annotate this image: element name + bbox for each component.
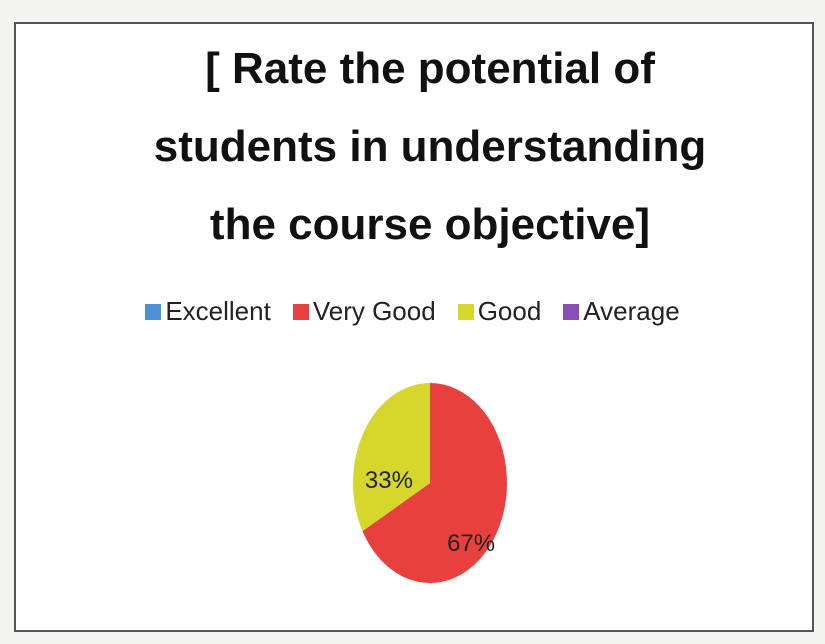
- legend-label: Good: [477, 296, 542, 326]
- pie-slice: [353, 383, 430, 532]
- legend-item: Average: [563, 296, 680, 327]
- legend-swatch: [457, 303, 474, 320]
- legend-swatch: [563, 303, 580, 320]
- legend: Excellent Very Good Good Average: [0, 296, 825, 327]
- data-label: 33%: [365, 467, 413, 494]
- legend-item: Very Good: [292, 296, 436, 327]
- legend-label: Very Good: [312, 296, 436, 326]
- legend-label: Excellent: [165, 296, 271, 326]
- pie-slice: [362, 383, 507, 583]
- legend-item: Excellent: [145, 296, 271, 327]
- legend-item: Good: [457, 296, 542, 327]
- chart-title: [ Rate the potential of students in unde…: [153, 44, 707, 249]
- legend-swatch: [292, 303, 309, 320]
- legend-swatch: [145, 303, 162, 320]
- legend-label: Average: [583, 296, 680, 326]
- data-label: 67%: [447, 530, 495, 557]
